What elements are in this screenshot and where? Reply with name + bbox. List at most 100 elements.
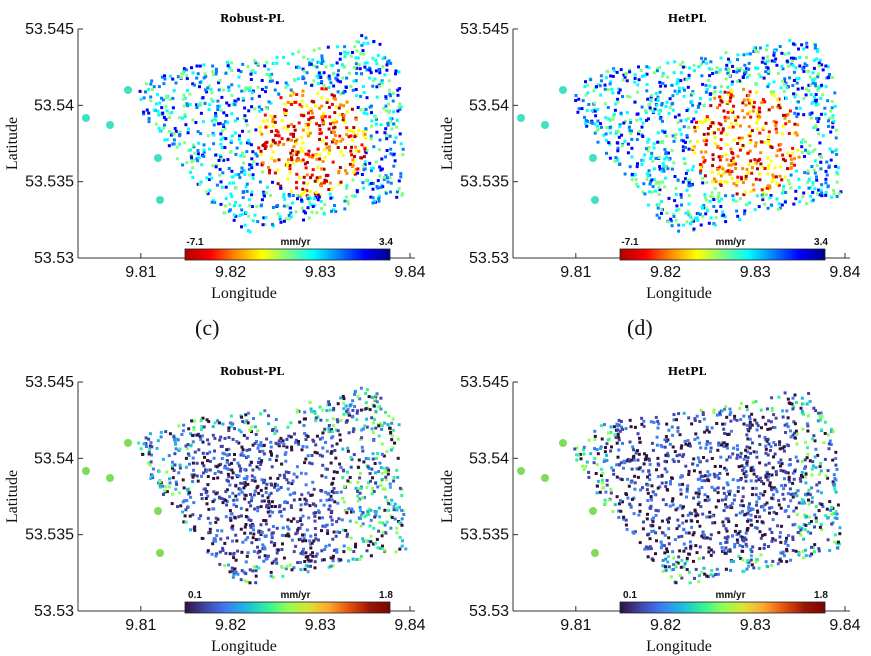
data-point [400,508,404,512]
data-point [191,166,195,170]
data-point [678,574,682,578]
data-point [748,502,751,506]
data-point [213,498,217,502]
data-point [632,531,636,535]
data-point [818,465,822,469]
data-point [736,53,740,57]
colorbar [184,601,391,614]
data-point [701,155,705,159]
data-point [271,224,275,228]
data-point [319,499,323,503]
data-point [754,479,758,483]
data-point [684,519,688,523]
data-point [260,108,264,111]
x-tick-label: 9.83 [305,264,336,281]
data-point [600,474,603,477]
data-point [227,85,231,89]
data-point [750,550,754,554]
data-point [636,458,640,462]
data-point [257,461,260,464]
data-point [760,188,764,192]
data-point [748,110,752,114]
data-point [703,174,707,178]
data-point [377,68,381,72]
data-point [400,523,404,527]
data-point [197,156,201,160]
data-point [677,535,681,539]
data-point [380,478,384,481]
data-point [795,115,799,119]
data-point [671,445,675,449]
data-point [638,436,641,440]
data-point [609,491,613,495]
data-point-cluster [517,114,525,122]
data-point [621,441,624,445]
data-point [359,52,363,56]
data-point [630,467,634,471]
data-point [238,488,242,492]
data-point [217,495,221,499]
data-point [636,185,640,188]
data-point [792,70,796,74]
data-point [736,115,740,119]
data-point [339,490,343,494]
data-point [396,475,400,479]
data-point [823,432,827,435]
data-point [670,219,674,223]
data-point [732,159,736,163]
data-point [263,113,267,117]
data-point [758,547,762,551]
data-point [303,432,307,435]
data-point [795,432,799,436]
data-point [637,513,641,517]
data-point [698,441,702,445]
data-point [281,439,285,443]
data-point [766,453,770,457]
data-point [240,225,243,229]
data-point [789,492,793,496]
data-point [713,186,717,190]
data-point [630,137,634,141]
data-point [161,457,165,461]
data-point [398,547,402,551]
data-point [641,74,644,78]
data-point [682,453,686,457]
data-point [207,442,211,446]
data-point [797,47,800,51]
data-point [758,461,762,465]
data-point [820,523,823,526]
data-point [619,461,623,465]
data-point [173,440,177,444]
data-point [353,390,357,394]
data-point [161,111,165,115]
data-point [642,182,646,186]
data-point [641,486,644,490]
data-point [677,459,681,463]
data-point [719,99,723,103]
data-point [388,109,391,113]
data-point [728,413,732,417]
data-point [633,80,637,84]
data-point [811,100,815,104]
data-point [248,523,252,527]
data-point [679,488,683,492]
data-point [229,139,233,143]
data-point [614,436,618,440]
data-point [779,464,782,468]
data-point [818,193,822,197]
data-point [304,123,308,127]
data-point [640,125,644,129]
data-point [701,176,705,180]
data-point [772,94,776,98]
data-point [621,78,625,82]
data-point [615,475,619,479]
data-point [748,423,752,427]
data-point [697,487,701,491]
data-point [725,442,729,446]
data-point [206,459,210,463]
data-point [214,554,218,558]
data-point [820,83,824,87]
data-point [383,508,387,512]
data-point [306,153,310,157]
data-point [329,81,333,85]
